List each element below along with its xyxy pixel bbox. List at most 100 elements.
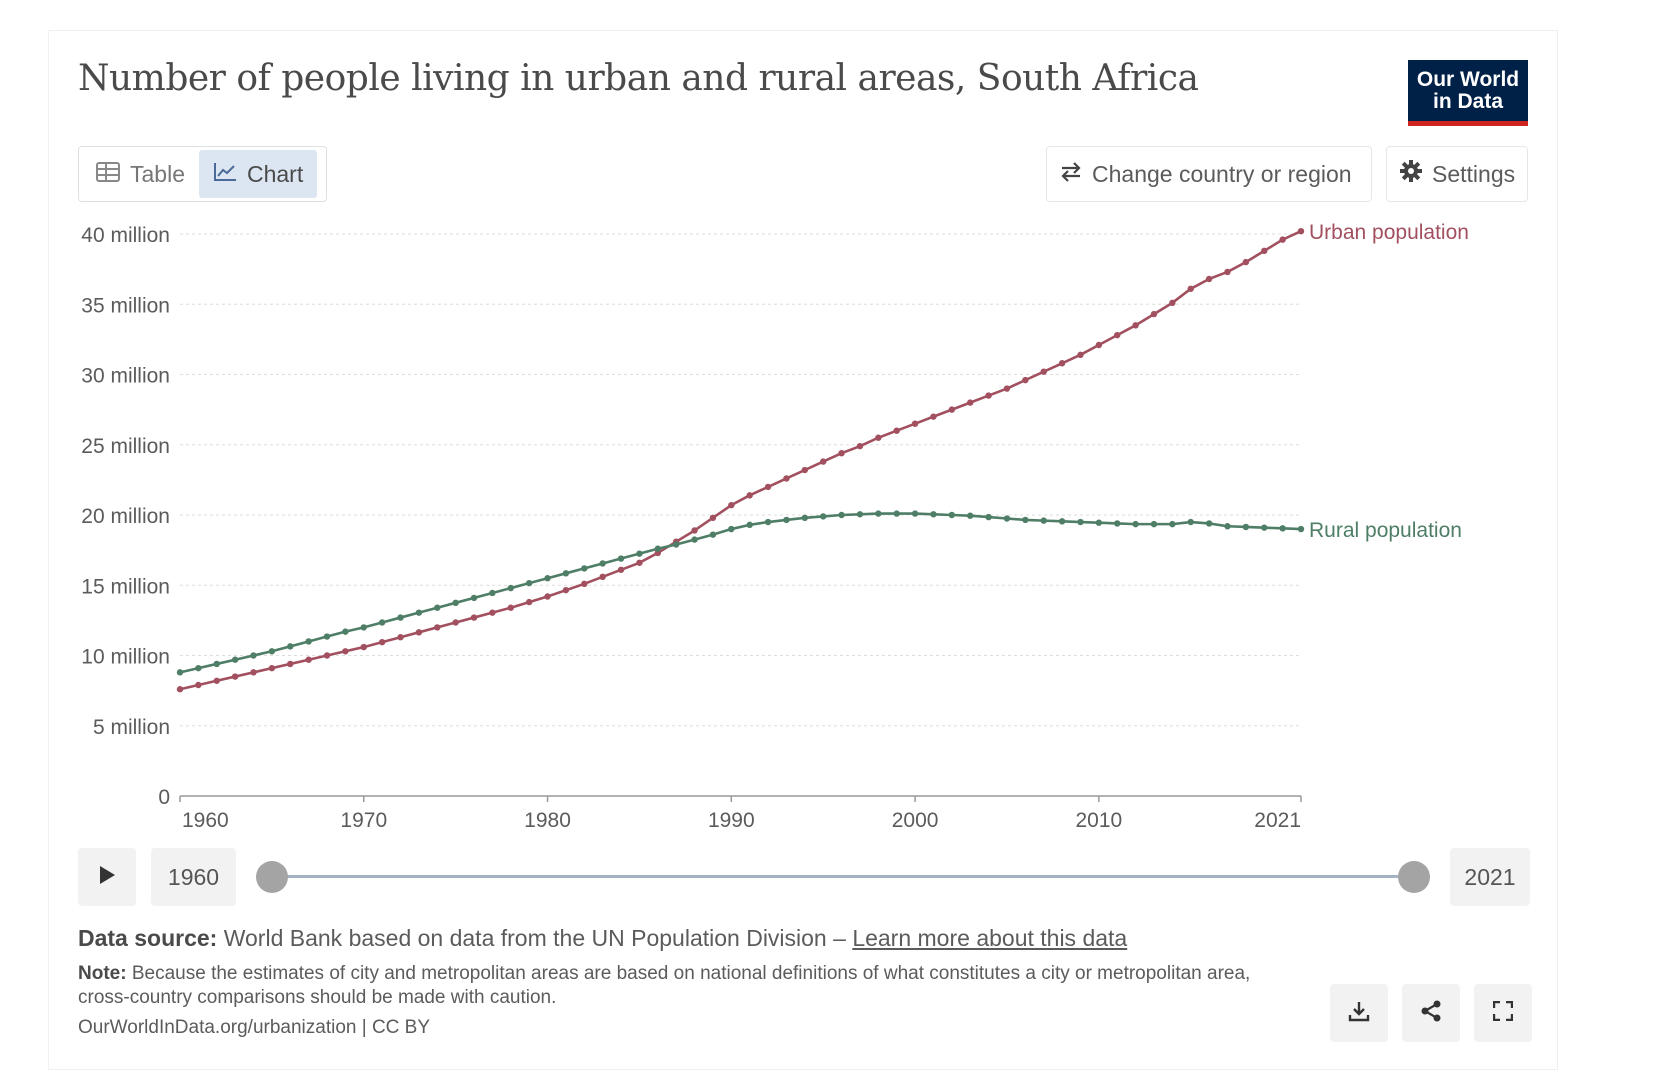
data-point-urban[interactable] [305,656,312,663]
data-point-rural[interactable] [801,514,809,522]
data-point-rural[interactable] [452,599,459,607]
series-label-rural[interactable]: Rural population [1309,519,1462,542]
learn-more-link[interactable]: Learn more about this data [852,925,1128,951]
data-point-rural[interactable] [434,604,441,611]
citation-url[interactable]: OurWorldInData.org/urbanization | CC BY [78,1017,431,1038]
data-point-rural[interactable] [1095,519,1103,526]
data-point-urban[interactable] [434,624,441,631]
play-button[interactable] [78,848,136,906]
change-country-button[interactable]: Change country or region [1046,146,1372,202]
data-point-urban[interactable] [231,673,239,680]
tab-chart[interactable]: Chart [198,150,318,198]
data-point-rural[interactable] [287,643,294,650]
data-point-urban[interactable] [1058,360,1066,367]
download-button[interactable] [1330,984,1388,1042]
data-point-urban[interactable] [470,614,478,621]
data-point-urban[interactable] [1077,351,1084,359]
data-point-urban[interactable] [948,406,956,413]
data-point-urban[interactable] [268,664,276,672]
data-point-urban[interactable] [617,566,625,573]
data-point-rural[interactable] [728,525,735,533]
data-point-urban[interactable] [213,677,220,684]
data-point-rural[interactable] [709,531,717,538]
data-point-urban[interactable] [985,392,992,399]
data-point-rural[interactable] [1114,520,1121,527]
data-point-urban[interactable] [1095,341,1103,349]
data-point-urban[interactable] [1261,247,1268,255]
data-point-rural[interactable] [1150,520,1158,528]
data-point-rural[interactable] [360,624,367,631]
data-point-rural[interactable] [1022,516,1029,524]
data-point-urban[interactable] [323,652,331,659]
data-point-rural[interactable] [213,660,220,668]
data-point-rural[interactable] [231,656,239,663]
data-point-urban[interactable] [783,475,790,482]
data-point-rural[interactable] [305,638,312,645]
data-point-urban[interactable] [1022,376,1029,384]
data-point-rural[interactable] [783,516,790,524]
data-point-urban[interactable] [838,449,845,457]
data-point-urban[interactable] [819,458,827,465]
data-point-rural[interactable] [1205,520,1213,527]
data-point-urban[interactable] [1040,368,1047,375]
data-point-rural[interactable] [985,513,992,521]
data-point-rural[interactable] [746,521,753,529]
data-point-rural[interactable] [1058,518,1066,525]
data-point-urban[interactable] [764,483,772,491]
data-point-urban[interactable] [176,686,184,693]
data-point-urban[interactable] [746,492,753,499]
data-point-rural[interactable] [636,550,643,557]
data-point-rural[interactable] [507,584,514,592]
data-point-urban[interactable] [1187,285,1194,292]
fullscreen-button[interactable] [1474,984,1532,1042]
data-point-urban[interactable] [875,434,882,441]
data-point-rural[interactable] [176,669,184,676]
series-line-urban[interactable] [179,230,1302,691]
data-point-urban[interactable] [287,660,294,668]
data-point-urban[interactable] [691,527,698,534]
data-point-urban[interactable] [415,629,423,636]
data-point-urban[interactable] [911,420,919,427]
data-point-urban[interactable] [507,604,514,611]
data-point-urban[interactable] [856,442,864,450]
data-point-rural[interactable] [470,594,478,602]
data-point-rural[interactable] [654,545,662,552]
data-point-urban[interactable] [1132,322,1139,329]
timeline-end-handle[interactable] [1398,861,1430,893]
data-point-rural[interactable] [1187,518,1194,526]
data-point-rural[interactable] [1297,525,1305,533]
data-point-rural[interactable] [911,510,919,517]
data-point-urban[interactable] [967,399,974,406]
data-point-rural[interactable] [617,555,625,562]
data-point-urban[interactable] [195,681,202,689]
data-point-urban[interactable] [342,648,349,655]
data-point-rural[interactable] [1040,517,1047,524]
data-point-rural[interactable] [672,541,680,548]
data-point-urban[interactable] [544,593,551,600]
share-button[interactable] [1402,984,1460,1042]
data-point-rural[interactable] [1242,523,1250,531]
data-point-rural[interactable] [893,510,900,517]
data-point-urban[interactable] [360,643,367,651]
data-point-urban[interactable] [1242,258,1250,266]
data-point-rural[interactable] [268,648,276,655]
data-point-urban[interactable] [728,501,735,509]
data-point-urban[interactable] [930,413,937,420]
data-point-rural[interactable] [378,619,386,626]
data-point-urban[interactable] [1150,310,1158,318]
data-point-urban[interactable] [581,580,588,588]
data-point-rural[interactable] [1261,524,1268,531]
data-point-rural[interactable] [819,513,827,520]
data-point-urban[interactable] [1003,385,1011,392]
data-point-rural[interactable] [764,518,772,526]
data-point-urban[interactable] [1169,299,1176,307]
data-point-rural[interactable] [948,511,956,519]
data-point-rural[interactable] [562,570,570,577]
data-point-urban[interactable] [525,598,533,606]
data-point-rural[interactable] [525,579,533,587]
data-point-rural[interactable] [967,512,974,519]
data-point-rural[interactable] [544,575,551,582]
data-point-urban[interactable] [636,559,643,566]
data-point-urban[interactable] [1205,275,1213,283]
timeline-start-year[interactable]: 1960 [151,848,236,906]
